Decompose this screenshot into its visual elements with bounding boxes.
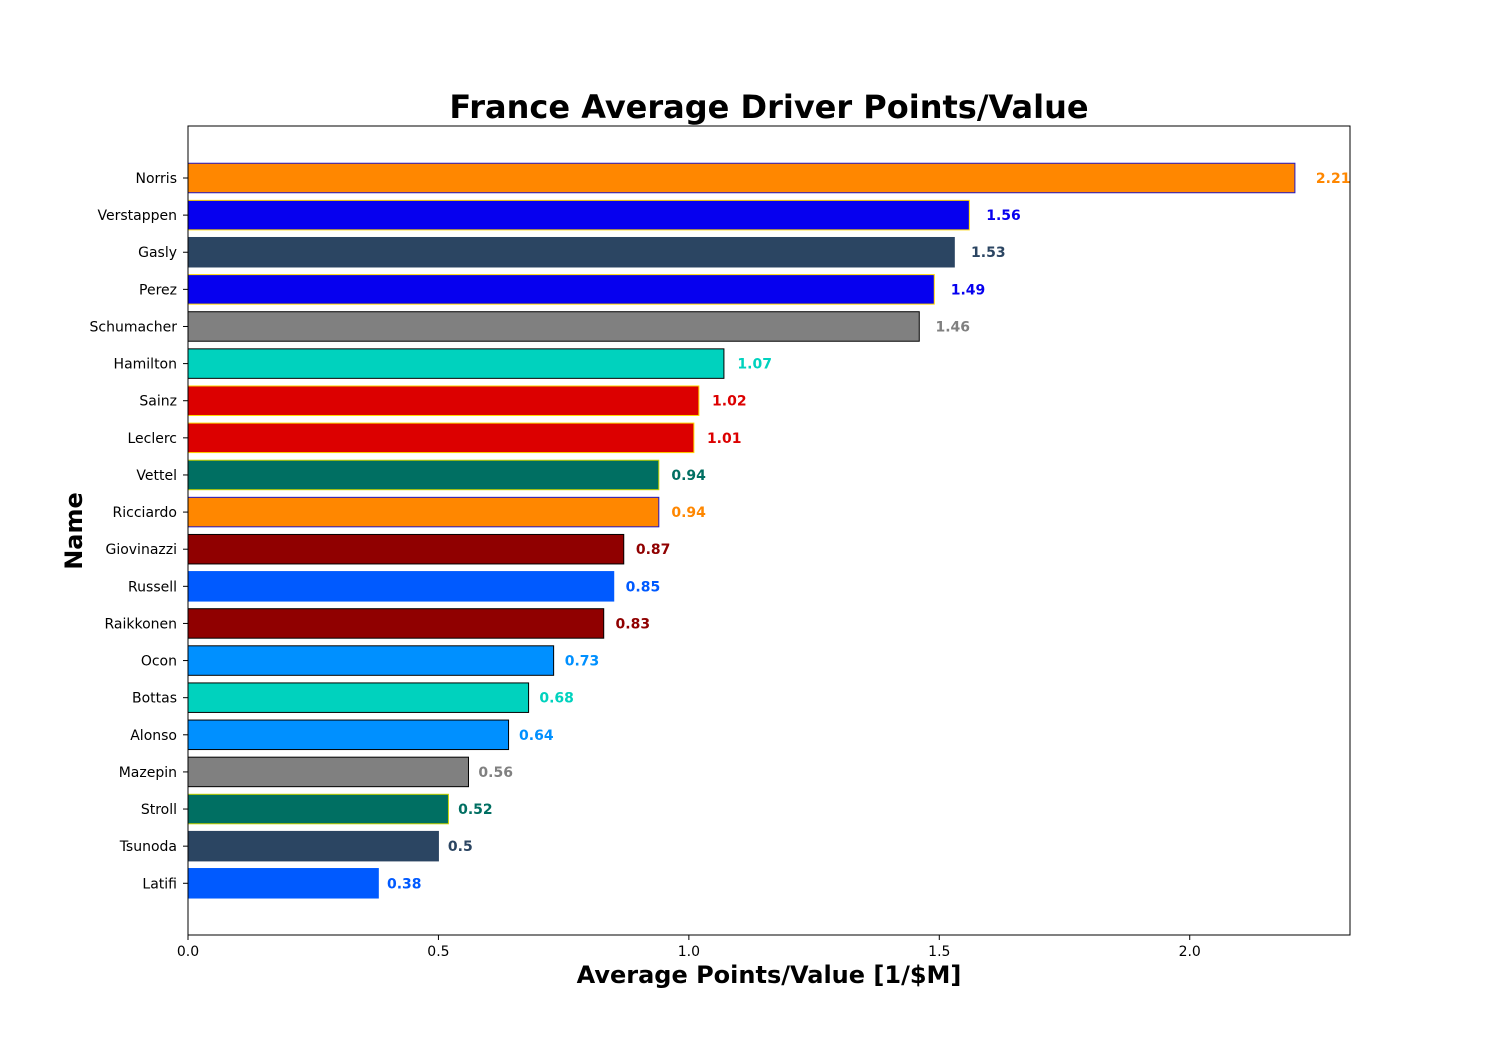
y-tick-label-stroll: Stroll — [141, 802, 177, 818]
bar-leclerc — [187, 422, 695, 454]
bar-hamilton — [187, 348, 725, 379]
y-tick-label-giovinazzi: Giovinazzi — [105, 542, 177, 558]
y-tick-label-ocon: Ocon — [141, 654, 177, 670]
value-label-latifi: 0.38 — [387, 876, 422, 892]
y-tick-label-sainz: Sainz — [139, 394, 177, 410]
bar-norris — [187, 162, 1296, 194]
y-tick-label-perez: Perez — [139, 282, 177, 298]
x-tick-label-1: 0.5 — [427, 944, 449, 960]
value-label-hamilton: 1.07 — [737, 357, 772, 373]
y-tick-label-mazepin: Mazepin — [119, 765, 177, 781]
y-axis-label: Name — [60, 492, 88, 570]
value-label-vettel: 0.94 — [671, 468, 706, 484]
value-label-verstappen: 1.56 — [986, 208, 1021, 224]
x-tick-label-3: 1.5 — [928, 944, 950, 960]
y-tick-label-schumacher: Schumacher — [90, 319, 178, 335]
x-tick-label-4: 2.0 — [1179, 944, 1201, 960]
bar-bottas — [187, 682, 530, 713]
value-label-giovinazzi: 0.87 — [636, 542, 671, 558]
value-label-leclerc: 1.01 — [707, 431, 742, 447]
bar-ricciardo — [187, 496, 660, 528]
y-tick-label-alonso: Alonso — [130, 728, 177, 744]
value-label-alonso: 0.64 — [519, 728, 554, 744]
value-label-raikkonen: 0.83 — [616, 616, 651, 632]
bar-mazepin — [187, 756, 469, 788]
value-label-tsunoda: 0.5 — [448, 839, 473, 855]
bar-latifi — [187, 868, 379, 899]
value-label-gasly: 1.53 — [971, 245, 1006, 261]
bar-gasly — [187, 236, 955, 268]
y-tick-label-gasly: Gasly — [138, 245, 177, 261]
bar-stroll — [187, 793, 449, 825]
bar-verstappen — [187, 199, 970, 231]
bar-vettel — [187, 459, 660, 491]
value-label-bottas: 0.68 — [539, 691, 574, 707]
bar-tsunoda — [187, 830, 439, 862]
x-axis-label: Average Points/Value [1/$M] — [577, 961, 962, 989]
value-label-russell: 0.85 — [626, 579, 661, 595]
value-label-mazepin: 0.56 — [478, 765, 513, 781]
value-label-ricciardo: 0.94 — [671, 505, 706, 521]
y-axis-ticks: Norris Verstappen Gasly Perez Schumacher Hami… — [90, 171, 188, 892]
bar-raikkonen — [187, 608, 605, 639]
bars-layer: 2.21 1.56 1.53 1.49 1.46 1.07 1.02 1.01 0.94 0.94… — [187, 162, 1351, 899]
value-label-stroll: 0.52 — [458, 802, 493, 818]
y-tick-label-ricciardo: Ricciardo — [113, 505, 177, 521]
y-tick-label-russell: Russell — [128, 579, 177, 595]
y-tick-label-hamilton: Hamilton — [114, 357, 177, 373]
y-tick-label-vettel: Vettel — [136, 468, 177, 484]
bar-sainz — [187, 385, 700, 416]
value-label-schumacher: 1.46 — [935, 319, 970, 335]
value-label-ocon: 0.73 — [565, 654, 600, 670]
y-tick-label-leclerc: Leclerc — [127, 431, 177, 447]
bar-giovinazzi — [187, 533, 625, 565]
value-label-norris: 2.21 — [1316, 171, 1351, 187]
bar-schumacher — [187, 311, 920, 342]
y-tick-label-tsunoda: Tsunoda — [119, 839, 177, 855]
value-label-perez: 1.49 — [951, 282, 986, 298]
value-label-sainz: 1.02 — [712, 394, 747, 410]
y-tick-label-verstappen: Verstappen — [98, 208, 177, 224]
y-tick-label-bottas: Bottas — [132, 691, 177, 707]
bar-alonso — [187, 719, 510, 751]
y-tick-label-norris: Norris — [136, 171, 178, 187]
plot-frame — [187, 125, 1351, 936]
bar-perez — [187, 274, 935, 305]
y-tick-label-raikkonen: Raikkonen — [104, 616, 177, 632]
x-tick-label-2: 1.0 — [678, 944, 700, 960]
chart-title: France Average Driver Points/Value — [449, 88, 1088, 126]
bar-russell — [187, 571, 615, 602]
x-tick-label-0: 0.0 — [177, 944, 199, 960]
x-axis-ticks: 0.0 0.5 1.0 1.5 2.0 — [177, 935, 1201, 960]
y-tick-label-latifi: Latifi — [142, 876, 177, 892]
bar-ocon — [187, 645, 555, 676]
